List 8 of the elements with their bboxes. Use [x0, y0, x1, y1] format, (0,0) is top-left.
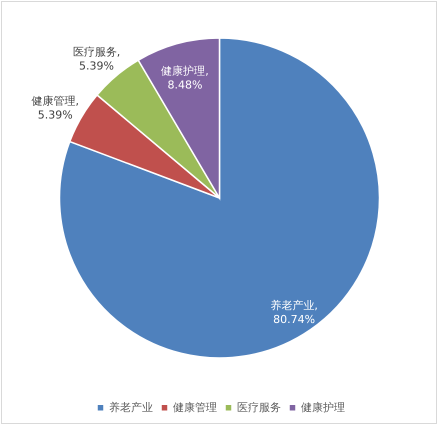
legend-label: 养老产业	[109, 400, 153, 414]
legend-label: 健康管理	[173, 400, 217, 414]
legend-label: 医疗服务	[237, 400, 281, 414]
data-label: 健康护理, 8.48%	[161, 64, 209, 92]
data-label: 健康管理, 5.39%	[31, 94, 79, 122]
data-label: 医疗服务, 5.39%	[72, 46, 120, 73]
data-label: 养老产业, 80.74%	[270, 298, 318, 326]
legend-label: 健康护理	[301, 400, 345, 414]
